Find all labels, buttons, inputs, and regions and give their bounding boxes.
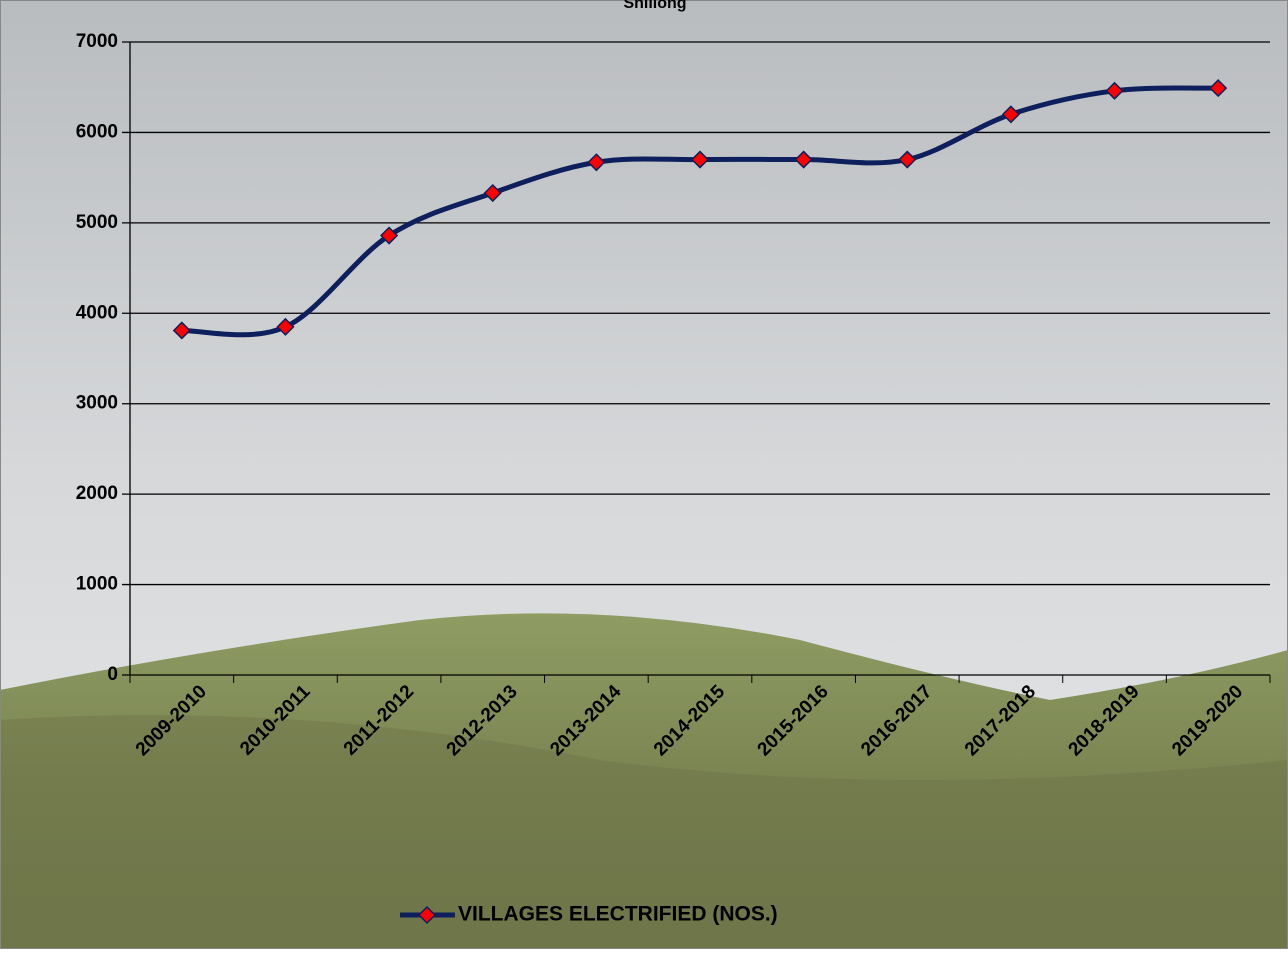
hill-shade [0,715,1288,949]
data-point [587,153,606,172]
y-tick-label: 3000 [76,393,118,414]
data-point [898,150,917,169]
data-point [172,321,191,340]
y-tick-label: 7000 [76,31,118,52]
y-tick-label: 0 [107,664,118,685]
data-point [276,317,295,336]
chart-title: Shillong [623,0,686,12]
data-point [794,150,813,169]
data-point [380,226,399,245]
data-point [1105,81,1124,100]
y-tick-label: 6000 [76,121,118,142]
y-tick-label: 2000 [76,483,118,504]
y-tick-label: 4000 [76,302,118,323]
data-point [1209,79,1228,98]
data-point [483,183,502,203]
data-point [690,150,710,169]
hill [0,613,1288,949]
data-point [1001,105,1020,124]
legend-label: VILLAGES ELECTRIFIED (NOS.) [458,903,778,926]
y-tick-label: 1000 [76,574,118,595]
y-tick-label: 5000 [76,212,118,233]
legend-marker [417,905,437,925]
